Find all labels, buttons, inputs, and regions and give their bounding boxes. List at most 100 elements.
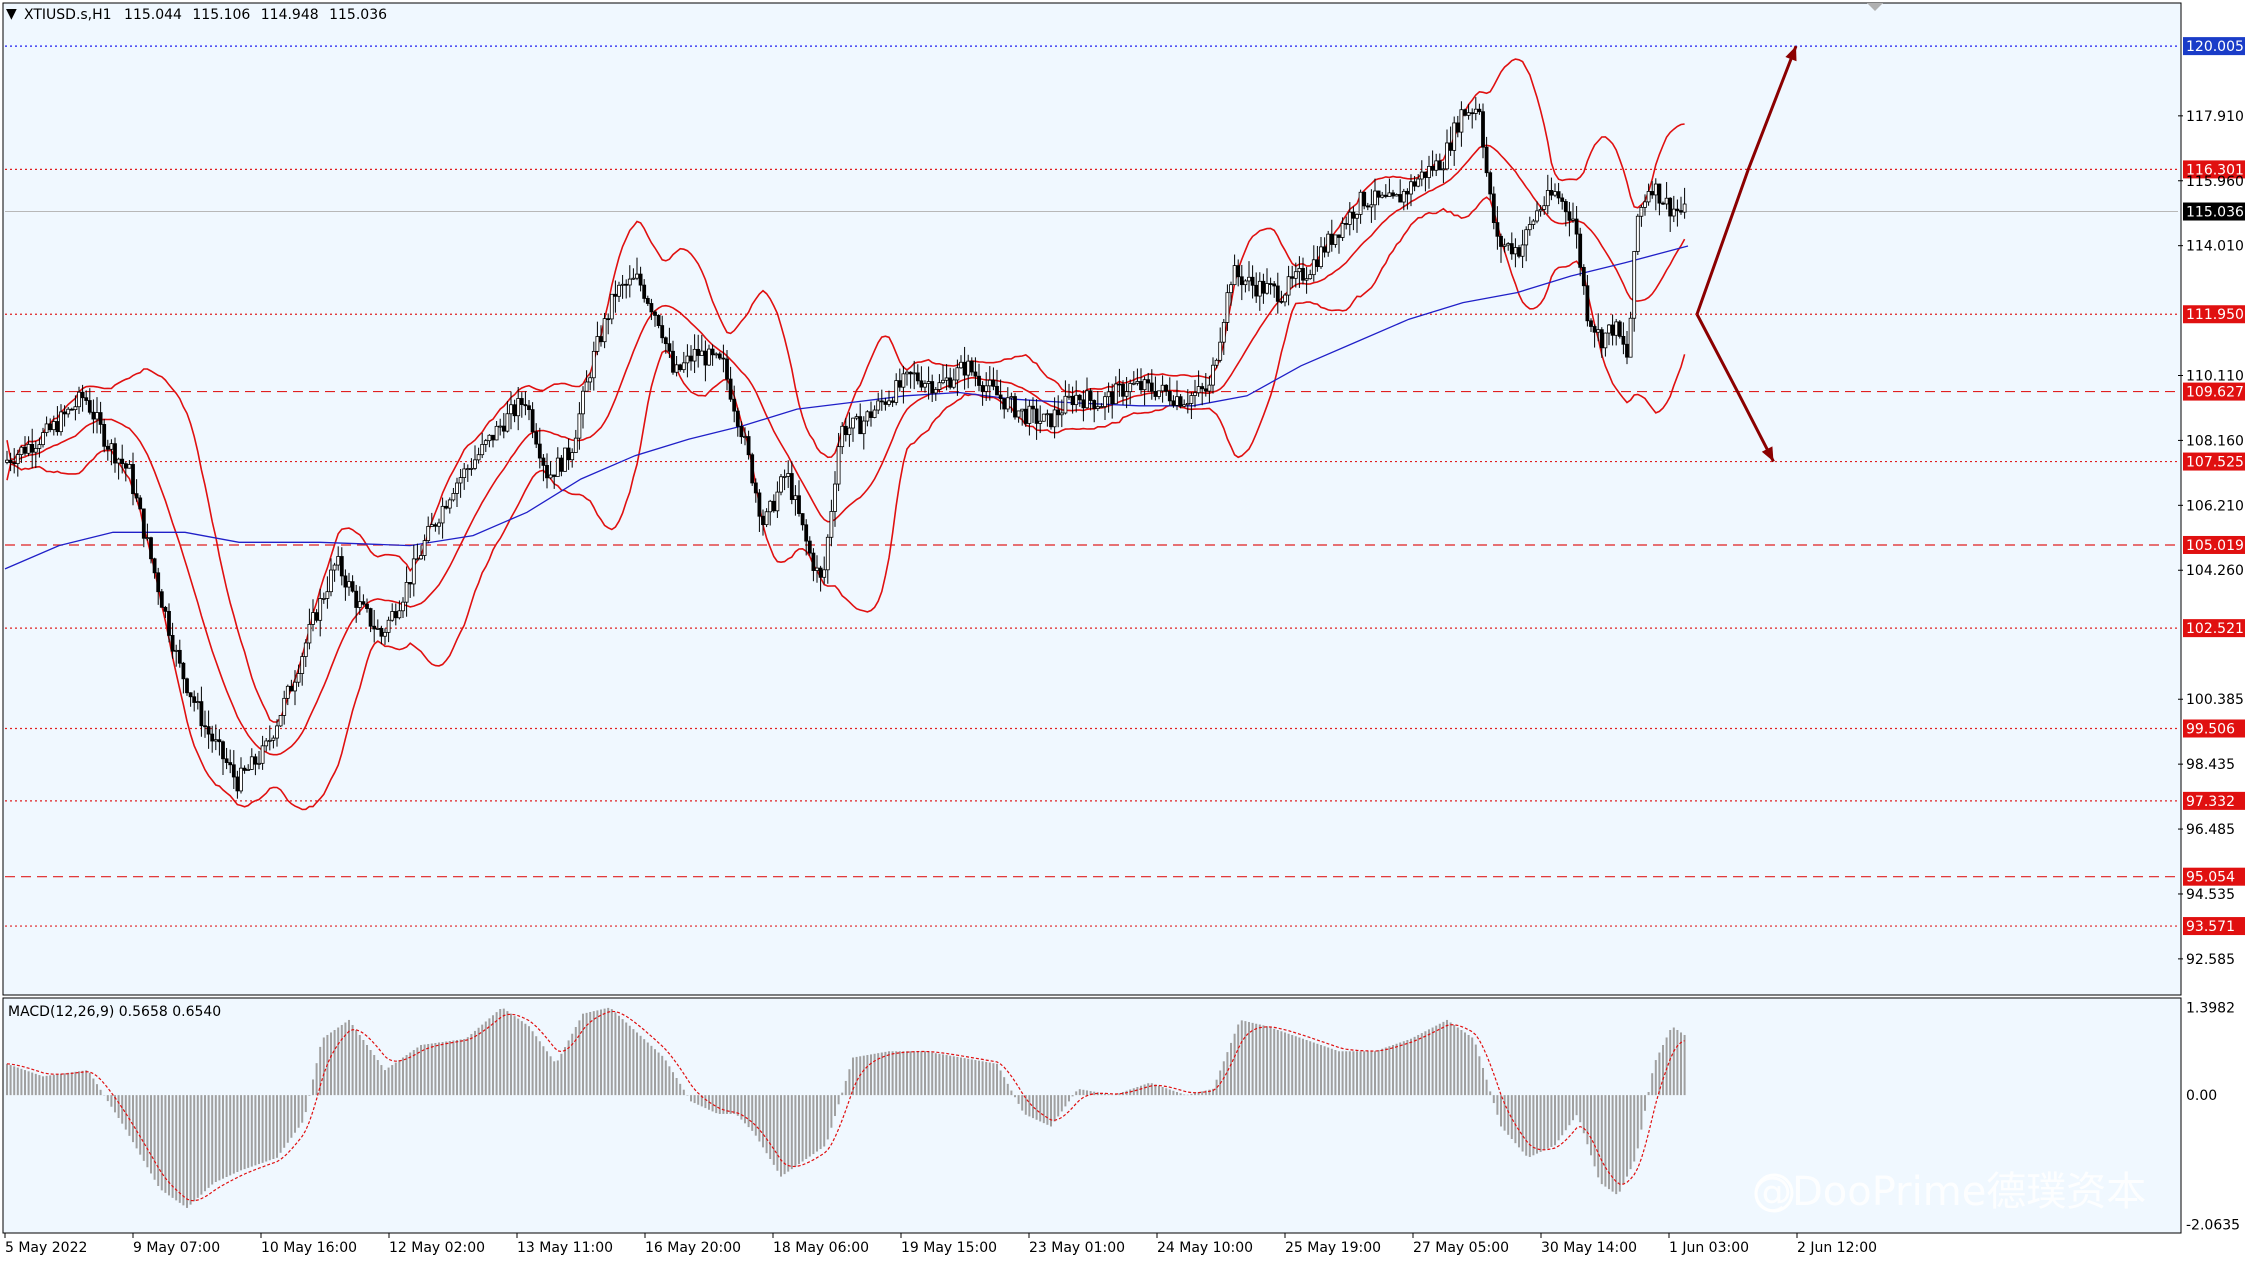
price-bar: [818, 565, 823, 592]
price-bar: [1085, 377, 1089, 409]
price-bar-body: [469, 467, 474, 470]
price-bar-body: [602, 318, 607, 343]
price-bar: [1610, 314, 1615, 346]
price-bar-body: [1380, 194, 1385, 198]
price-bar-body: [1355, 213, 1359, 219]
price-bar-body: [1056, 409, 1061, 416]
price-bar-body: [984, 385, 989, 392]
price-bar-body: [429, 524, 434, 527]
price-bar: [1466, 104, 1471, 120]
price-bar-body: [404, 582, 409, 603]
price-bar: [1405, 188, 1410, 210]
price-bar: [1344, 216, 1349, 230]
price-bar-body: [851, 417, 855, 429]
price-bar: [1243, 279, 1248, 293]
price-bar-body: [1668, 197, 1673, 217]
price-bar: [1617, 320, 1622, 339]
price-bar: [1463, 108, 1467, 117]
price-bar-body: [775, 491, 780, 512]
price-bar: [1239, 264, 1244, 301]
price-bar: [365, 598, 369, 613]
level-badge-label-8: 97.332: [2186, 794, 2235, 810]
price-bar: [1081, 390, 1086, 422]
price-bar-body: [368, 608, 373, 627]
price-bar-body: [757, 492, 762, 517]
price-bar-body: [617, 284, 621, 297]
chart-shift-marker-icon[interactable]: [1867, 3, 1883, 11]
price-bar-body: [325, 591, 330, 599]
price-bar-body: [771, 500, 776, 512]
price-bar: [1351, 206, 1356, 231]
price-bar: [1034, 399, 1039, 440]
price-bar: [865, 410, 870, 427]
price-bar-body: [332, 564, 337, 571]
price-bar-body: [1095, 406, 1100, 409]
price-bar-body: [401, 601, 405, 612]
price-bar: [861, 416, 866, 450]
price-bar: [1664, 182, 1669, 210]
level-badge-label-3: 109.627: [2186, 385, 2244, 401]
price-bar-body: [663, 337, 668, 345]
price-bar-body: [973, 371, 978, 377]
price-bar: [858, 403, 863, 435]
price-bar: [1491, 186, 1496, 230]
price-bar: [1059, 399, 1064, 428]
price-bar-body: [1358, 191, 1363, 215]
price-bar: [941, 364, 945, 385]
price-bar-body: [465, 468, 470, 471]
price-bar-body: [696, 348, 701, 356]
price-bar-body: [1589, 320, 1593, 327]
price-bar-body: [519, 398, 524, 405]
price-bar-body: [566, 447, 571, 461]
price-bar-body: [764, 511, 769, 526]
price-bar: [1527, 216, 1532, 236]
price-bar: [350, 575, 355, 593]
price-bar: [800, 513, 805, 531]
price-bar: [203, 710, 207, 738]
price-bar: [717, 351, 722, 361]
price-bar: [1563, 199, 1568, 227]
price-bar-body: [386, 619, 391, 633]
price-bar-body: [1502, 244, 1507, 247]
price-bar: [966, 354, 971, 389]
price-bar: [1153, 376, 1158, 401]
price-bar: [231, 750, 236, 789]
price-bar: [1412, 176, 1417, 192]
price-bar-body: [674, 364, 679, 373]
price-bar-body: [991, 379, 996, 387]
price-bar-body: [901, 373, 906, 388]
price-bar-body: [318, 598, 323, 621]
price-bar: [739, 421, 744, 444]
price-bar: [411, 544, 416, 597]
price-bar-body: [1412, 181, 1417, 187]
price-bar: [1531, 218, 1536, 230]
price-bar-body: [1203, 388, 1208, 392]
level-badge-0: [2183, 37, 2245, 56]
symbol-menu-icon[interactable]: ▼: [6, 6, 17, 22]
price-pane[interactable]: [2, 2, 2182, 996]
time-tick-label-14: 2 Jun 12:00: [1797, 1240, 1877, 1256]
price-bar: [156, 567, 161, 605]
ohlc-low: 114.948: [261, 7, 319, 23]
price-bar: [174, 644, 179, 667]
price-bar: [267, 725, 272, 751]
time-tick-label-4: 13 May 11:00: [517, 1240, 613, 1256]
macd-pane[interactable]: [2, 997, 2182, 1234]
price-bar: [714, 352, 719, 359]
price-bar-body: [1679, 210, 1683, 213]
price-bar-body: [62, 411, 67, 415]
price-bar: [1304, 267, 1309, 294]
price-bar: [210, 725, 215, 753]
price-bar: [1671, 195, 1676, 223]
price-bar-body: [185, 678, 189, 694]
price-bar-body: [537, 443, 542, 459]
level-badge-1: [2183, 160, 2245, 179]
price-bar: [519, 392, 524, 418]
price-bar-body: [505, 413, 510, 432]
price-bar: [1653, 178, 1658, 211]
price-bar: [1517, 244, 1521, 259]
price-bar: [1092, 399, 1097, 423]
price-bar: [681, 351, 686, 373]
price-bar-body: [296, 673, 301, 683]
